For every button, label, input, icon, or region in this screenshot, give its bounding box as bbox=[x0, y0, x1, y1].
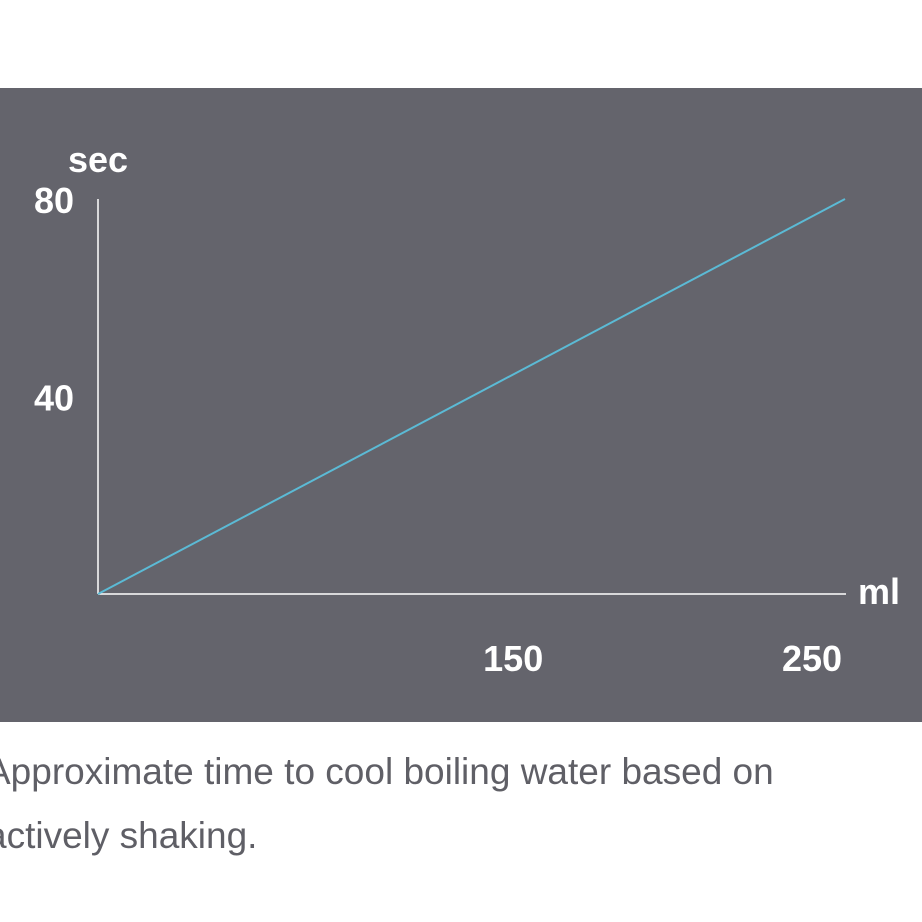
chart-svg: sec ml 40 80 150 250 bbox=[34, 139, 900, 679]
x-axis-label: ml bbox=[858, 571, 900, 612]
y-tick-label: 40 bbox=[34, 378, 74, 419]
x-tick-label: 150 bbox=[483, 638, 543, 679]
series-group bbox=[97, 198, 846, 595]
y-axis-label: sec bbox=[68, 139, 128, 180]
y-tick-labels: 40 80 bbox=[34, 180, 74, 419]
chart-panel: sec ml 40 80 150 250 bbox=[0, 88, 922, 722]
series-line bbox=[97, 198, 846, 595]
figure-caption: Approximate time to cool boiling water b… bbox=[0, 751, 774, 856]
x-tick-labels: 150 250 bbox=[483, 638, 842, 679]
x-tick-label: 250 bbox=[782, 638, 842, 679]
y-tick-label: 80 bbox=[34, 180, 74, 221]
